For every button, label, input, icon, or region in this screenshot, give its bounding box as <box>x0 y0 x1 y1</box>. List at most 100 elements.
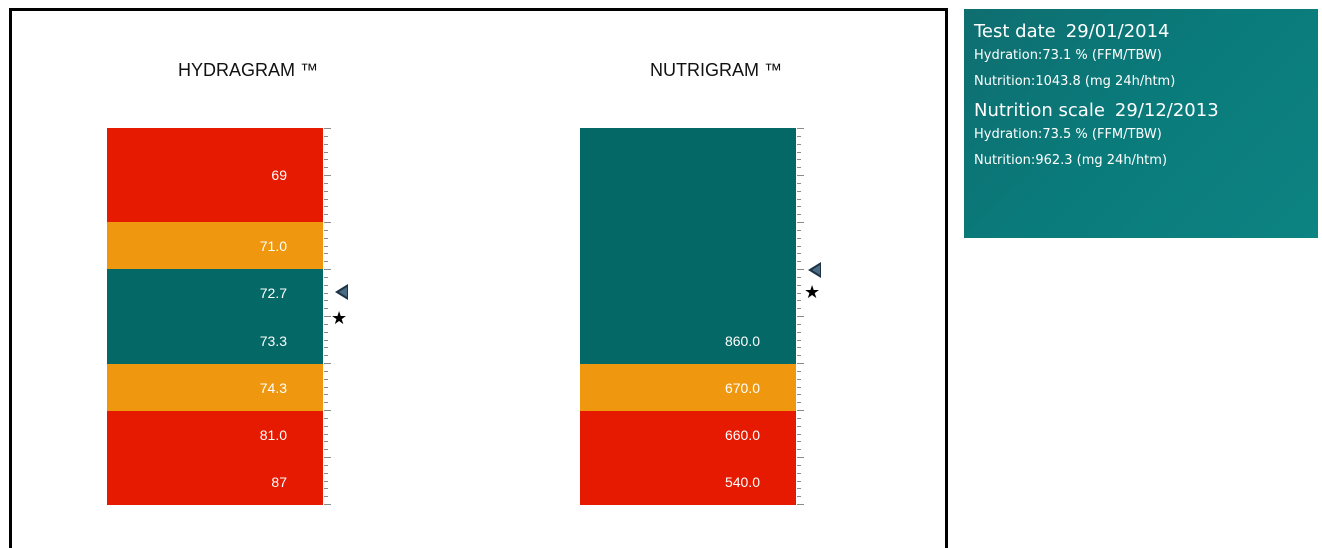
hydragram-band-label: 71.0 <box>259 238 287 254</box>
scale-nutrition-line: Nutrition:962.3 (mg 24h/htm) <box>974 153 1308 168</box>
ruler-tick <box>797 152 801 153</box>
ruler-tick <box>797 379 801 380</box>
ruler-tick <box>324 481 328 482</box>
ruler-tick <box>797 316 804 317</box>
nutrition-scale-date: 29/12/2013 <box>1114 100 1219 121</box>
ruler-tick <box>324 230 328 231</box>
ruler-tick <box>324 191 328 192</box>
ruler-tick <box>797 473 801 474</box>
ruler-tick <box>797 128 804 129</box>
ruler-tick <box>324 261 328 262</box>
ruler-tick <box>324 410 331 411</box>
ruler-tick <box>324 449 328 450</box>
ruler-tick <box>797 191 801 192</box>
ruler-tick <box>797 238 801 239</box>
ruler-tick <box>324 371 328 372</box>
ruler-tick <box>797 277 801 278</box>
ruler-tick <box>797 387 801 388</box>
ruler-tick <box>797 230 801 231</box>
ruler-tick <box>324 128 331 129</box>
hydragram-band <box>107 128 323 222</box>
ruler-tick <box>324 387 328 388</box>
ruler-tick <box>797 465 801 466</box>
hydragram-band <box>107 222 323 269</box>
ruler-tick <box>797 214 801 215</box>
ruler-tick <box>797 426 801 427</box>
ruler-tick <box>324 473 328 474</box>
ruler-tick <box>324 167 328 168</box>
hydragram-band-label: 74.3 <box>259 380 287 396</box>
ruler-tick <box>324 308 328 309</box>
hydragram-band <box>107 411 323 458</box>
nutrigram-arrow-marker-inner <box>812 265 820 275</box>
ruler-tick <box>797 285 801 286</box>
ruler-tick <box>797 402 801 403</box>
ruler-tick <box>797 144 801 145</box>
nutrigram-band-label: 660.0 <box>724 427 760 443</box>
ruler-tick <box>797 136 801 137</box>
ruler-tick <box>324 340 328 341</box>
scale-hydration-value: 73.5 % (FFM/TBW) <box>1042 127 1162 142</box>
ruler-tick <box>797 308 801 309</box>
scale-hydration-line: Hydration:73.5 % (FFM/TBW) <box>974 127 1308 142</box>
nutrigram-band <box>580 269 796 317</box>
ruler-tick <box>324 402 328 403</box>
ruler-tick <box>324 246 328 247</box>
nutrigram-band <box>580 222 796 269</box>
hydragram-ruler <box>323 128 331 505</box>
ruler-tick <box>797 457 804 458</box>
test-hydration-label: Hydration: <box>974 48 1043 63</box>
ruler-tick <box>324 434 328 435</box>
ruler-tick <box>324 316 331 317</box>
ruler-tick <box>324 363 331 364</box>
nutrigram-band-label: 670.0 <box>724 380 760 396</box>
ruler-tick <box>797 261 801 262</box>
hydragram-band <box>107 317 323 364</box>
ruler-tick <box>324 347 328 348</box>
ruler-tick <box>324 426 328 427</box>
ruler-tick <box>797 481 801 482</box>
hydragram-band-label: 73.3 <box>259 333 287 349</box>
ruler-tick <box>797 441 801 442</box>
ruler-tick <box>324 206 328 207</box>
ruler-tick <box>797 355 801 356</box>
nutrigram-title: NUTRIGRAM ™ <box>650 60 782 80</box>
ruler-tick <box>797 332 801 333</box>
ruler-tick <box>797 418 801 419</box>
ruler-tick <box>324 355 328 356</box>
ruler-tick <box>324 293 328 294</box>
nutrigram-band-label: 860.0 <box>724 333 760 349</box>
nutrition-scale-heading: Nutrition scale 29/12/2013 <box>974 100 1308 121</box>
ruler-tick <box>324 457 331 458</box>
ruler-tick <box>797 246 801 247</box>
nutrigram-band <box>580 128 796 222</box>
ruler-tick <box>797 449 801 450</box>
ruler-tick <box>324 285 328 286</box>
nutrition-scale-label: Nutrition scale <box>974 100 1105 121</box>
test-hydration-value: 73.1 % (FFM/TBW) <box>1042 48 1162 63</box>
test-date-heading: Test date 29/01/2014 <box>974 21 1308 42</box>
ruler-tick <box>324 253 328 254</box>
test-nutrition-value: 1043.8 (mg 24h/htm) <box>1035 74 1176 89</box>
ruler-tick <box>797 340 801 341</box>
scale-nutrition-value: 962.3 (mg 24h/htm) <box>1035 153 1168 168</box>
ruler-tick <box>797 324 801 325</box>
ruler-tick <box>324 159 328 160</box>
hydragram-star-marker-icon: ★ <box>331 308 348 328</box>
ruler-tick <box>797 253 801 254</box>
ruler-tick <box>797 222 804 223</box>
ruler-tick <box>797 371 801 372</box>
ruler-tick <box>324 199 328 200</box>
ruler-tick <box>797 183 801 184</box>
ruler-tick <box>324 379 328 380</box>
ruler-tick <box>324 418 328 419</box>
ruler-tick <box>324 394 328 395</box>
ruler-tick <box>797 410 804 411</box>
ruler-tick <box>797 167 801 168</box>
hydragram-band <box>107 458 323 505</box>
scale-nutrition-label: Nutrition: <box>974 153 1036 168</box>
nutrigram-band <box>580 317 796 364</box>
ruler-tick <box>797 300 801 301</box>
hydragram-band-label: 72.7 <box>259 285 287 301</box>
ruler-tick <box>324 136 328 137</box>
